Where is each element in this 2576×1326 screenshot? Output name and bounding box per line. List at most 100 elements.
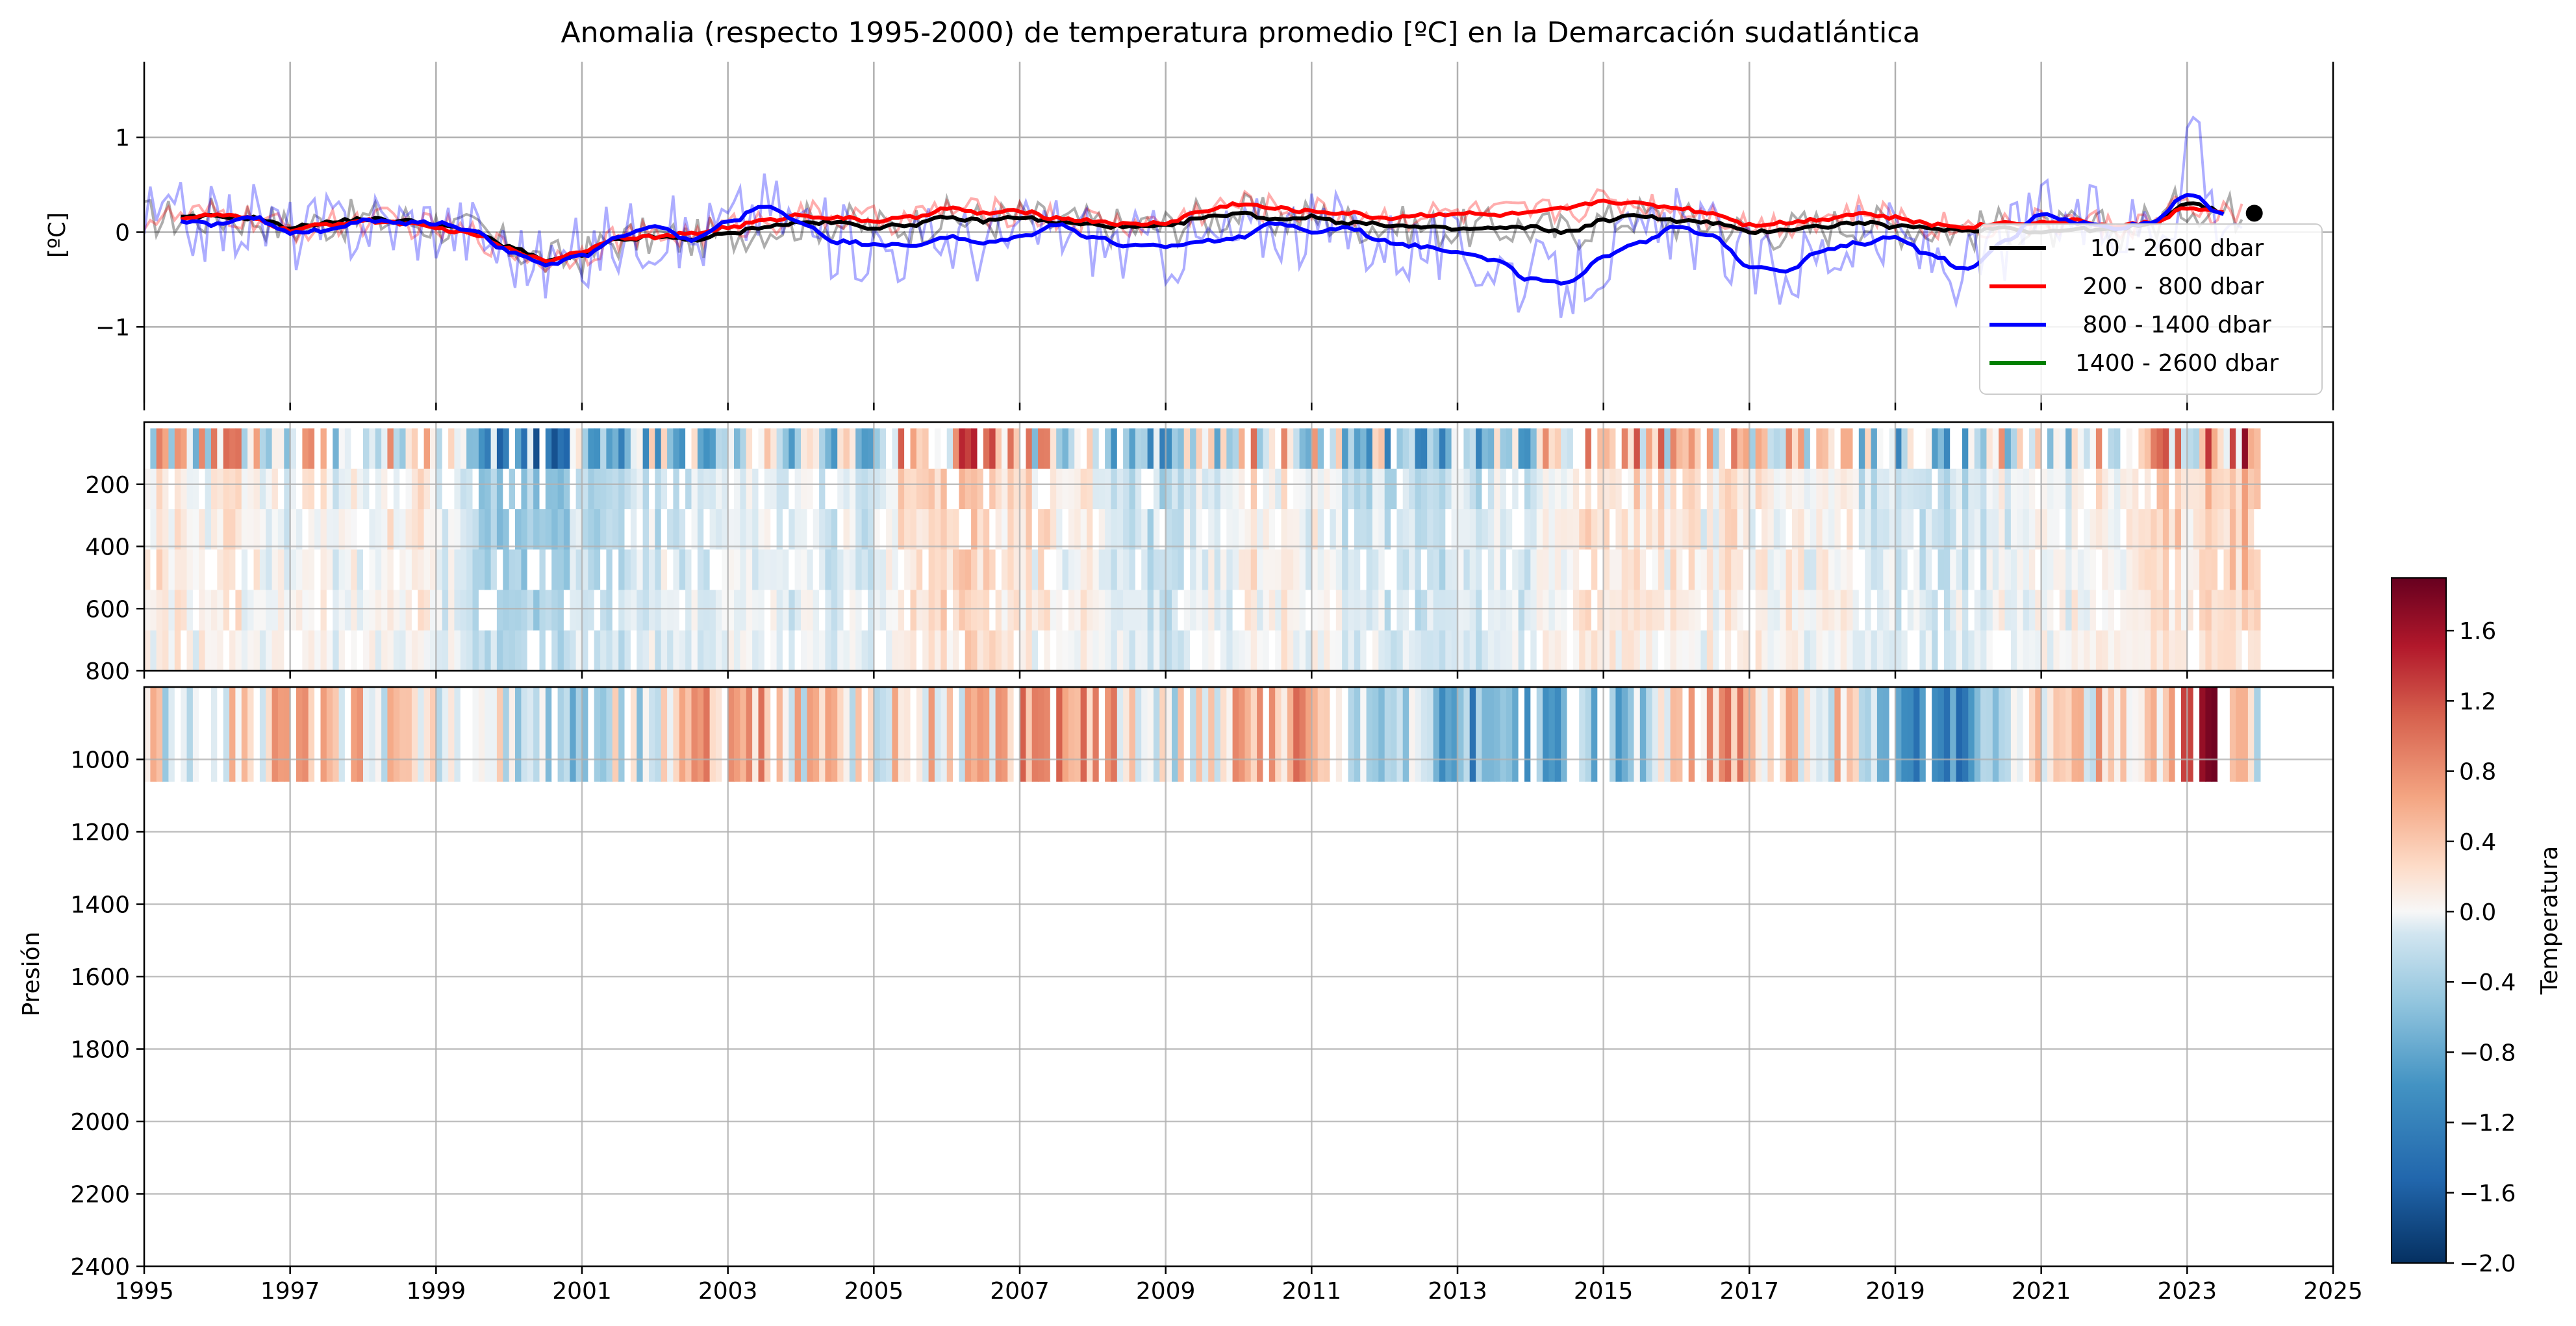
- colorbar-tick-label: −1.2: [2459, 1110, 2516, 1137]
- heatmap-cell: [570, 509, 577, 551]
- heatmap-cell: [539, 509, 546, 551]
- heatmap-cell: [2151, 687, 2158, 782]
- heatmap-cell: [351, 590, 358, 631]
- heatmap-cell: [1858, 549, 1865, 591]
- heatmap-cell: [1938, 549, 1945, 591]
- heatmap-cell: [1798, 549, 1805, 591]
- heatmap-cell: [575, 428, 583, 469]
- heatmap-cell: [1786, 590, 1793, 631]
- heatmap-cell: [703, 509, 711, 551]
- heatmap-cell: [1482, 630, 1489, 671]
- heatmap-cell: [393, 549, 400, 591]
- heatmap-cell: [478, 549, 486, 591]
- heatmap-cell: [472, 630, 479, 671]
- heatmap-cell: [1427, 468, 1434, 510]
- heatmap-cell: [570, 468, 577, 510]
- heatmap-cell: [740, 468, 747, 510]
- heatmap-cell: [1269, 468, 1276, 510]
- heatmap-cell: [2236, 687, 2243, 782]
- heatmap-cell: [1439, 549, 1446, 591]
- heatmap-cell: [2047, 630, 2054, 671]
- heatmap-cell: [333, 590, 340, 631]
- heatmap-cell: [1780, 468, 1787, 510]
- heatmap-cell: [375, 630, 382, 671]
- heatmap-cell: [1062, 468, 1069, 510]
- heatmap-cell: [971, 428, 978, 469]
- heatmap-cell: [667, 468, 674, 510]
- heatmap-cell: [2059, 590, 2066, 631]
- heatmap-cell: [1773, 590, 1780, 631]
- heatmap-cell: [2229, 590, 2237, 631]
- heatmap-cell: [1020, 468, 1027, 510]
- heatmap-cell: [2205, 590, 2212, 631]
- heatmap-cell: [1810, 509, 1817, 551]
- heatmap-cell: [369, 590, 376, 631]
- heatmap-cell: [2108, 549, 2115, 591]
- heatmap-cell: [1925, 590, 1932, 631]
- heatmap-cell: [290, 590, 297, 631]
- heatmap-cell: [1458, 468, 1465, 510]
- heatmap-cell: [709, 687, 716, 782]
- heatmap-cell: [162, 428, 170, 469]
- heatmap-cell: [1257, 687, 1264, 782]
- heatmap-cell: [673, 687, 680, 782]
- heatmap-cell: [898, 468, 905, 510]
- heatmap-cell: [2108, 590, 2115, 631]
- heatmap-cell: [1159, 687, 1167, 782]
- heatmap-cell: [2223, 630, 2230, 671]
- heatmap-cell: [1080, 509, 1087, 551]
- heatmap-cell: [965, 549, 972, 591]
- heatmap-cell: [1007, 590, 1015, 631]
- heatmap-cell: [1810, 630, 1817, 671]
- heatmap-cell: [1579, 509, 1586, 551]
- heatmap-cell: [1098, 687, 1105, 782]
- heatmap-cell: [855, 468, 863, 510]
- heatmap-cell: [1068, 687, 1076, 782]
- heatmap-cell: [1135, 468, 1143, 510]
- heatmap-cell: [1013, 687, 1020, 782]
- heatmap-cell: [1506, 549, 1513, 591]
- heatmap-cell: [1354, 549, 1361, 591]
- heatmap-cell: [490, 468, 498, 510]
- heatmap-cell: [266, 630, 273, 671]
- heatmap-cell: [655, 428, 662, 469]
- heatmap-cell: [405, 468, 412, 510]
- heatmap-cell: [436, 549, 443, 591]
- heatmap-cell: [2229, 428, 2237, 469]
- heatmap-cell: [1907, 590, 1914, 631]
- heatmap-cell: [667, 630, 674, 671]
- heatmap-cell: [1658, 590, 1665, 631]
- heatmap-cell: [582, 549, 589, 591]
- heatmap-cell: [1962, 630, 1969, 671]
- heatmap-cell: [1676, 687, 1684, 782]
- heatmap-cell: [1141, 549, 1148, 591]
- heatmap-cell: [1293, 509, 1300, 551]
- heatmap-cell: [1123, 509, 1130, 551]
- heatmap-cell: [320, 630, 327, 671]
- heatmap-cell: [941, 468, 948, 510]
- heatmap-cell: [1579, 468, 1586, 510]
- colorbar-tick-label: −2.0: [2459, 1251, 2516, 1277]
- heatmap-cell: [387, 468, 394, 510]
- heatmap-cell: [1433, 687, 1440, 782]
- heatmap-cell: [1214, 687, 1221, 782]
- heatmap-cell: [1439, 509, 1446, 551]
- heatmap-cell: [1901, 468, 1908, 510]
- heatmap-cell: [1147, 509, 1154, 551]
- heatmap-cell: [886, 687, 893, 782]
- heatmap-cell: [825, 549, 832, 591]
- heatmap-cell: [308, 549, 315, 591]
- heatmap-cell: [271, 468, 279, 510]
- heatmap-cell: [1554, 687, 1561, 782]
- heatmap-cell: [454, 428, 461, 469]
- heatmap-cell: [557, 509, 564, 551]
- heatmap-cell: [843, 590, 850, 631]
- heatmap-cell: [2114, 549, 2121, 591]
- heatmap-cell: [1239, 468, 1246, 510]
- heatmap-cell: [1378, 549, 1385, 591]
- heatmap-cell: [691, 549, 698, 591]
- heatmap-cell: [789, 509, 796, 551]
- heatmap-cell: [874, 590, 881, 631]
- heatmap-cell: [387, 509, 394, 551]
- heatmap-cell: [1451, 549, 1458, 591]
